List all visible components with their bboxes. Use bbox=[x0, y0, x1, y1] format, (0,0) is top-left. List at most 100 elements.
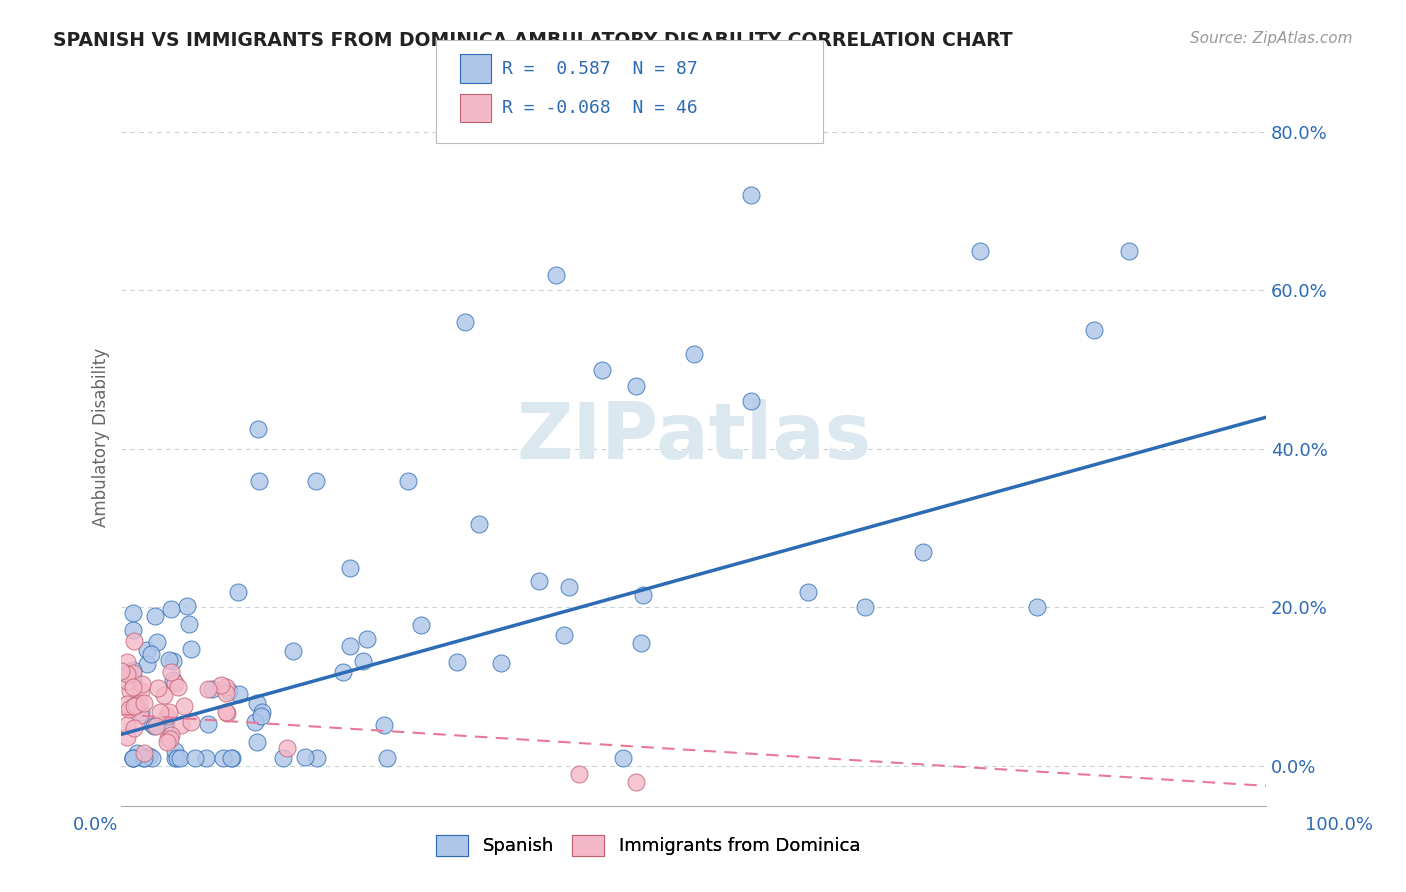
Point bbox=[135, 657, 157, 672]
Point bbox=[122, 751, 145, 765]
Point bbox=[243, 714, 266, 729]
Point bbox=[166, 751, 188, 765]
Point bbox=[911, 545, 934, 559]
Point bbox=[626, 775, 648, 789]
Point bbox=[375, 751, 398, 765]
Y-axis label: Ambulatory Disability: Ambulatory Disability bbox=[93, 348, 110, 526]
Point bbox=[252, 705, 274, 719]
Point bbox=[149, 705, 172, 719]
Text: Source: ZipAtlas.com: Source: ZipAtlas.com bbox=[1189, 31, 1353, 46]
Point bbox=[356, 632, 378, 646]
Point bbox=[131, 677, 153, 691]
Point bbox=[467, 517, 489, 532]
Point bbox=[129, 707, 152, 722]
Point bbox=[122, 699, 145, 714]
Point bbox=[682, 347, 704, 361]
Point bbox=[969, 244, 991, 258]
Point bbox=[118, 684, 141, 698]
Point bbox=[138, 748, 160, 763]
Point bbox=[135, 643, 157, 657]
Point bbox=[194, 751, 217, 765]
Point bbox=[218, 683, 240, 698]
Point bbox=[527, 574, 550, 588]
Point bbox=[215, 706, 238, 720]
Point bbox=[125, 746, 148, 760]
Point bbox=[129, 683, 152, 698]
Point bbox=[122, 751, 145, 765]
Point bbox=[626, 378, 648, 392]
Point bbox=[183, 751, 205, 765]
Point bbox=[246, 696, 269, 710]
Text: R = -0.068  N = 46: R = -0.068 N = 46 bbox=[502, 99, 697, 117]
Point bbox=[110, 664, 132, 678]
Text: R =  0.587  N = 87: R = 0.587 N = 87 bbox=[502, 60, 697, 78]
Point bbox=[179, 616, 201, 631]
Point bbox=[553, 628, 575, 642]
Point bbox=[169, 751, 191, 765]
Point bbox=[180, 715, 202, 730]
Point bbox=[271, 751, 294, 765]
Point bbox=[115, 718, 138, 732]
Point bbox=[115, 655, 138, 669]
Point bbox=[332, 665, 354, 680]
Point bbox=[167, 681, 190, 695]
Point bbox=[159, 665, 181, 680]
Point bbox=[115, 674, 138, 689]
Point bbox=[153, 688, 176, 702]
Point bbox=[214, 680, 236, 694]
Point bbox=[214, 685, 236, 699]
Point bbox=[797, 584, 820, 599]
Point bbox=[159, 602, 181, 616]
Point bbox=[132, 751, 155, 765]
Point bbox=[165, 744, 187, 758]
Point bbox=[373, 718, 395, 732]
Point bbox=[115, 731, 138, 745]
Point bbox=[122, 751, 145, 765]
Point bbox=[146, 681, 169, 695]
Text: SPANISH VS IMMIGRANTS FROM DOMINICA AMBULATORY DISABILITY CORRELATION CHART: SPANISH VS IMMIGRANTS FROM DOMINICA AMBU… bbox=[53, 31, 1014, 50]
Point bbox=[122, 680, 145, 694]
Point bbox=[212, 751, 235, 765]
Point bbox=[352, 655, 374, 669]
Point bbox=[141, 648, 163, 662]
Point bbox=[170, 718, 193, 732]
Point bbox=[591, 362, 613, 376]
Point bbox=[155, 716, 177, 731]
Point bbox=[165, 675, 187, 690]
Point bbox=[197, 682, 219, 697]
Point bbox=[396, 474, 419, 488]
Point bbox=[247, 474, 270, 488]
Point bbox=[141, 717, 163, 731]
Point bbox=[546, 268, 568, 282]
Point bbox=[294, 749, 316, 764]
Point bbox=[201, 681, 224, 696]
Point bbox=[247, 422, 270, 436]
Point bbox=[631, 588, 654, 602]
Point bbox=[1026, 600, 1049, 615]
Point bbox=[118, 702, 141, 716]
Point bbox=[124, 698, 146, 712]
Point bbox=[249, 709, 271, 723]
Legend: Spanish, Immigrants from Dominica: Spanish, Immigrants from Dominica bbox=[429, 828, 868, 863]
Point bbox=[215, 705, 238, 719]
Point bbox=[173, 698, 195, 713]
Point bbox=[409, 617, 432, 632]
Point bbox=[568, 767, 591, 781]
Point bbox=[165, 751, 187, 765]
Point bbox=[489, 656, 512, 670]
Point bbox=[134, 696, 156, 710]
Point bbox=[122, 606, 145, 620]
Point bbox=[855, 600, 877, 615]
Point bbox=[146, 635, 169, 649]
Point bbox=[157, 653, 180, 667]
Point bbox=[122, 623, 145, 637]
Point bbox=[558, 580, 581, 594]
Point bbox=[115, 666, 138, 681]
Point bbox=[129, 705, 152, 719]
Point bbox=[1083, 323, 1105, 337]
Text: 100.0%: 100.0% bbox=[1305, 816, 1372, 834]
Point bbox=[612, 751, 634, 765]
Point bbox=[143, 609, 166, 624]
Point bbox=[132, 751, 155, 765]
Point bbox=[122, 633, 145, 648]
